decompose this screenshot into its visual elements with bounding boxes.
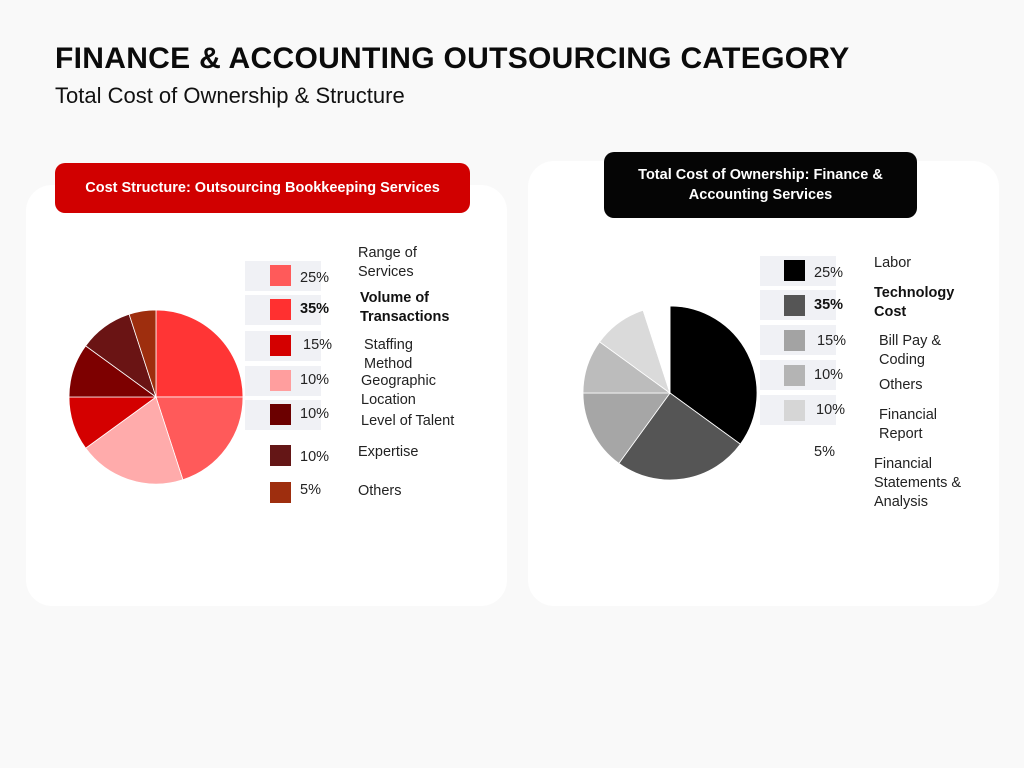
legend-value: 35% xyxy=(814,297,844,313)
tco-chart-title: Total Cost of Ownership: Finance & Accou… xyxy=(604,152,917,218)
legend-label: Geographic Location xyxy=(361,373,436,408)
legend-label: Expertise xyxy=(358,444,419,460)
legend-label: Staffing Method xyxy=(364,337,413,372)
legend-label: Level of Talent xyxy=(361,413,455,429)
legend-value: 5% xyxy=(814,444,835,460)
legend-swatch xyxy=(784,330,805,351)
legend-swatch xyxy=(784,260,805,281)
legend-value: 25% xyxy=(814,265,844,281)
cost-structure-chart-title: Cost Structure: Outsourcing Bookkeeping … xyxy=(55,163,470,213)
legend-swatch xyxy=(270,335,291,356)
pie-slice xyxy=(669,305,758,445)
pie-slice xyxy=(582,392,671,464)
legend-swatch xyxy=(784,400,805,421)
legend-value: 15% xyxy=(817,333,847,349)
legend-label: Others xyxy=(879,377,923,393)
legend-swatch xyxy=(270,445,291,466)
legend-value: 25% xyxy=(300,270,330,286)
pie-slice xyxy=(85,396,184,485)
pie-slice xyxy=(618,392,741,481)
legend-swatch xyxy=(270,265,291,286)
legend-swatch xyxy=(270,299,291,320)
legend-label: Volume of Transactions xyxy=(360,290,450,325)
legend-value: 5% xyxy=(300,482,321,498)
legend-value: 15% xyxy=(303,337,333,353)
legend-label: Financial Statements & Analysis xyxy=(874,456,962,510)
legend-label: Range of Services xyxy=(358,245,417,280)
legend-label: Technology Cost xyxy=(874,285,955,320)
legend-swatch xyxy=(784,365,805,386)
legend-swatch xyxy=(270,482,291,503)
cost-structure-pie xyxy=(68,309,244,485)
legend-label: Labor xyxy=(874,255,912,271)
pie-slice xyxy=(642,305,671,394)
legend-value: 10% xyxy=(300,372,330,388)
pie-slice xyxy=(128,309,157,398)
legend-label: Others xyxy=(358,483,402,499)
legend-value: 10% xyxy=(300,449,330,465)
legend-label: Bill Pay & Coding xyxy=(879,333,942,368)
pie-slice xyxy=(155,396,244,481)
page-subtitle: Total Cost of Ownership & Structure xyxy=(55,83,405,108)
legend-value: 10% xyxy=(300,406,330,422)
page-title: FINANCE & ACCOUNTING OUTSOURCING CATEGOR… xyxy=(55,42,850,75)
legend-swatch xyxy=(270,370,291,391)
legend-label: Financial Report xyxy=(879,407,938,442)
legend-swatch xyxy=(270,404,291,425)
legend-swatch xyxy=(784,295,805,316)
legend-value: 35% xyxy=(300,301,330,317)
legend-value: 10% xyxy=(814,367,844,383)
legend-value: 10% xyxy=(816,402,846,418)
pie-slice xyxy=(155,309,244,398)
tco-pie xyxy=(582,305,758,481)
